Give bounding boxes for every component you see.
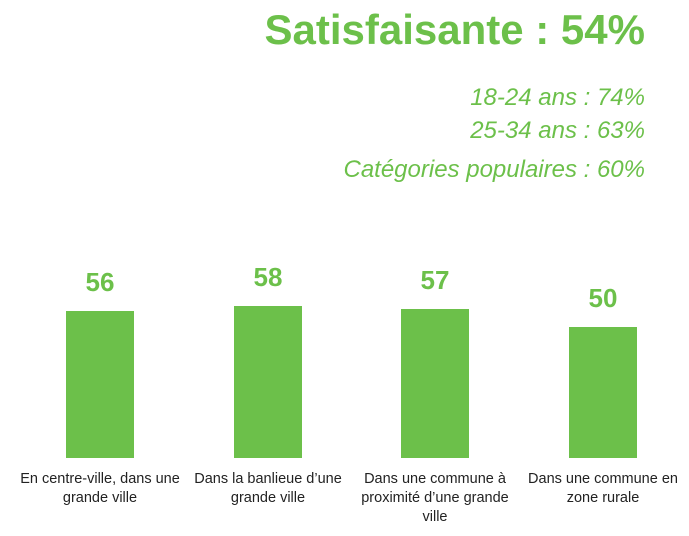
data-label: 56 [85, 267, 115, 298]
x-tick-label: Dans la banlieue d’une grande ville [194, 471, 342, 506]
annotation: 25-34 ans : 63% [470, 117, 645, 144]
data-label: 50 [588, 283, 618, 313]
bar [401, 308, 469, 458]
annotation: Catégories populaires : 60% [343, 156, 645, 183]
data-label: 57 [420, 264, 450, 295]
bar [234, 306, 302, 458]
data-label: 58 [253, 262, 283, 293]
annotation: 18-24 ans : 74% [470, 84, 645, 111]
bar [66, 311, 134, 458]
x-tick-label: Dans une commune en zone rurale [528, 471, 678, 506]
x-tick-label: En centre-ville, dans une grande ville [20, 471, 180, 506]
x-tick-label: Dans une commune à proximité d’une grand… [361, 471, 509, 525]
bar [569, 327, 637, 458]
chart-title: Satisfaisante : 54% [264, 6, 645, 53]
